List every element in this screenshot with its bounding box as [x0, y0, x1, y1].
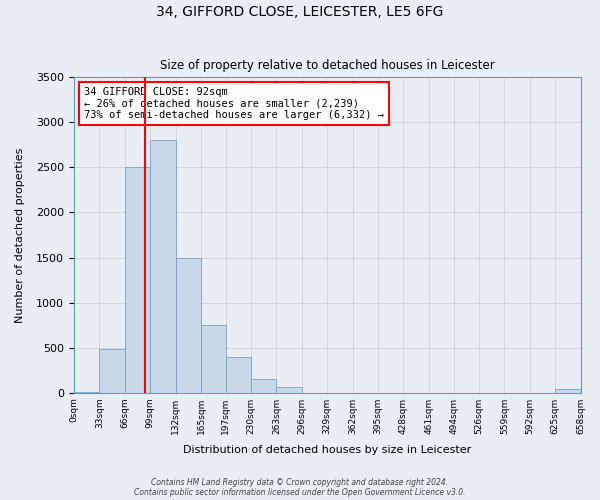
Bar — [150, 140, 176, 392]
Bar — [100, 350, 125, 393]
Bar — [226, 356, 251, 392]
Bar — [125, 168, 150, 392]
Bar — [555, 389, 581, 392]
X-axis label: Distribution of detached houses by size in Leicester: Distribution of detached houses by size … — [183, 445, 472, 455]
Bar — [277, 387, 302, 392]
Text: 34 GIFFORD CLOSE: 92sqm
← 26% of detached houses are smaller (2,239)
73% of semi: 34 GIFFORD CLOSE: 92sqm ← 26% of detache… — [84, 87, 384, 120]
Title: Size of property relative to detached houses in Leicester: Size of property relative to detached ho… — [160, 59, 494, 72]
Bar — [176, 258, 201, 392]
Y-axis label: Number of detached properties: Number of detached properties — [15, 148, 25, 322]
Bar — [251, 379, 277, 392]
Bar — [201, 325, 226, 392]
Text: 34, GIFFORD CLOSE, LEICESTER, LE5 6FG: 34, GIFFORD CLOSE, LEICESTER, LE5 6FG — [157, 5, 443, 19]
Text: Contains HM Land Registry data © Crown copyright and database right 2024.
Contai: Contains HM Land Registry data © Crown c… — [134, 478, 466, 497]
